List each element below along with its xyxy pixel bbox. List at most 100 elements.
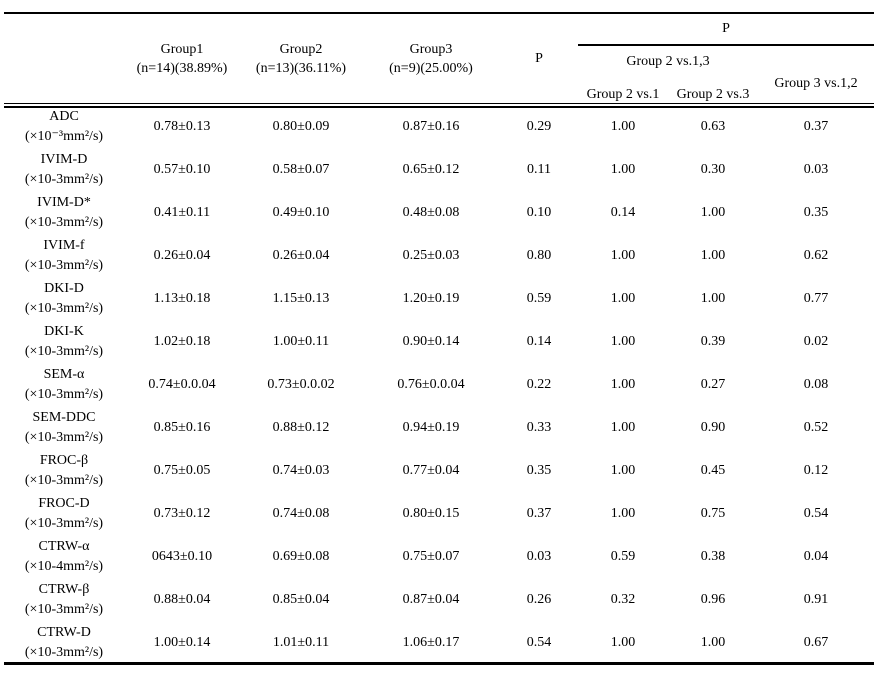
- parameter-unit: (×10-3mm²/s): [24, 171, 104, 187]
- group3-value: 0.65±0.12: [402, 162, 460, 177]
- parameter-cell: IVIM-f (×10-3mm²/s): [4, 234, 124, 277]
- group2-value: 0.85±0.04: [272, 592, 330, 607]
- p-group2-vs-3-value: 0.27: [700, 377, 726, 392]
- group1-value: 0.26±0.04: [153, 248, 211, 263]
- p-value: 0.22: [526, 377, 552, 392]
- parameter-name: DKI-D: [44, 280, 84, 296]
- group1-n-percent: (n=14)(38.89%): [136, 60, 228, 76]
- parameter-cell: CTRW-β (×10-3mm²/s): [4, 578, 124, 621]
- p-group2-vs-1-value: 1.00: [610, 506, 636, 521]
- group2-vs-13-header: Group 2 vs.1,3: [626, 53, 710, 69]
- p-value: 0.14: [526, 334, 552, 349]
- p-group3-vs-12-value: 0.02: [803, 334, 829, 349]
- table-bottom-rule: [4, 662, 874, 665]
- parameter-name: FROC-β: [39, 452, 89, 468]
- group1-value: 0.73±0.12: [153, 506, 211, 521]
- table-row: IVIM-D* (×10-3mm²/s) 0.41±0.11 0.49±0.10 0.4…: [4, 191, 874, 234]
- group2-value: 0.26±0.04: [272, 248, 330, 263]
- group3-value: 0.80±0.15: [402, 506, 460, 521]
- p-column-header: P: [535, 51, 543, 66]
- p-value: 0.54: [526, 635, 552, 650]
- p-group2-vs-3-value: 0.39: [700, 334, 726, 349]
- p-group2-vs-1-value: 1.00: [610, 119, 636, 134]
- group3-value: 0.77±0.04: [402, 463, 460, 478]
- group1-value: 1.13±0.18: [153, 291, 211, 306]
- table-row: CTRW-α (×10-4mm²/s) 0643±0.10 0.69±0.08 0.75…: [4, 535, 874, 578]
- header-row-middle: Group 2 vs.1,3 Group 3 vs.1,2: [4, 45, 874, 91]
- parameter-unit: (×10⁻³mm²/s): [24, 128, 104, 144]
- p-group2-vs-1-value: 1.00: [610, 463, 636, 478]
- p-group2-vs-3-value: 0.96: [700, 592, 726, 607]
- group2-n-percent: (n=13)(36.11%): [255, 60, 347, 76]
- p-group3-vs-12-value: 0.52: [803, 420, 829, 435]
- p-group3-vs-12-value: 0.35: [803, 205, 829, 220]
- group2-value: 0.74±0.08: [272, 506, 330, 521]
- header-separator-thin-rule: [4, 103, 874, 104]
- group3-name: Group3: [409, 41, 453, 57]
- p-value: 0.11: [527, 162, 551, 177]
- p-group3-vs-12-value: 0.03: [803, 162, 829, 177]
- group1-value: 0643±0.10: [151, 549, 213, 564]
- group1-value: 0.41±0.11: [153, 205, 211, 220]
- parameter-unit: (×10-3mm²/s): [24, 515, 104, 531]
- parameter-unit: (×10-3mm²/s): [24, 429, 104, 445]
- p-group3-vs-12-value: 0.37: [803, 119, 829, 134]
- group2-value: 0.80±0.09: [272, 119, 330, 134]
- group2-value: 0.58±0.07: [272, 162, 330, 177]
- parameter-name: CTRW-β: [38, 581, 90, 597]
- group3-value: 0.94±0.19: [402, 420, 460, 435]
- group2-value: 0.74±0.03: [272, 463, 330, 478]
- p-group2-vs-3-value: 1.00: [700, 635, 726, 650]
- parameter-unit: (×10-3mm²/s): [24, 644, 104, 660]
- table-row: CTRW-β (×10-3mm²/s) 0.88±0.04 0.85±0.04 0.87…: [4, 578, 874, 621]
- parameter-unit: (×10-3mm²/s): [24, 472, 104, 488]
- p-value: 0.10: [526, 205, 552, 220]
- group3-value: 0.87±0.16: [402, 119, 460, 134]
- parameter-cell: IVIM-D* (×10-3mm²/s): [4, 191, 124, 234]
- p-value: 0.29: [526, 119, 552, 134]
- group3-n-percent: (n=9)(25.00%): [389, 60, 473, 76]
- parameter-unit: (×10-3mm²/s): [24, 300, 104, 316]
- table-row: FROC-β (×10-3mm²/s) 0.75±0.05 0.74±0.03 0.77…: [4, 449, 874, 492]
- p-value: 0.37: [526, 506, 552, 521]
- parameter-name: IVIM-D: [40, 151, 88, 167]
- header-row-bottom: Group 2 vs.1 Group 2 vs.3: [4, 77, 874, 105]
- group2-column-header: Group2 (n=13)(36.11%): [240, 12, 362, 105]
- p-group2-vs-3-value: 0.90: [700, 420, 726, 435]
- p-group3-vs-12-value: 0.91: [803, 592, 829, 607]
- parameter-unit: (×10-3mm²/s): [24, 257, 104, 273]
- parameter-cell: IVIM-D (×10-3mm²/s): [4, 148, 124, 191]
- parameter-name: SEM-α: [43, 366, 85, 382]
- table-row: DKI-D (×10-3mm²/s) 1.13±0.18 1.15±0.13 1.20±…: [4, 277, 874, 320]
- parameter-name: IVIM-D*: [37, 194, 91, 210]
- table-row: FROC-D (×10-3mm²/s) 0.73±0.12 0.74±0.08 0.80…: [4, 492, 874, 535]
- p-group2-vs-1-value: 1.00: [610, 162, 636, 177]
- p-group2-vs-3-value: 0.63: [700, 119, 726, 134]
- table-body: ADC (×10⁻³mm²/s) 0.78±0.13 0.80±0.09 0.87±0.…: [4, 105, 874, 664]
- group1-column-header: Group1 (n=14)(38.89%): [124, 12, 240, 105]
- group2-value: 0.88±0.12: [272, 420, 330, 435]
- group3-value: 0.87±0.04: [402, 592, 460, 607]
- group1-value: 1.02±0.18: [153, 334, 211, 349]
- table-row: SEM-DDC (×10-3mm²/s) 0.85±0.16 0.88±0.12 0.9…: [4, 406, 874, 449]
- parameter-name: CTRW-α: [38, 538, 90, 554]
- parameter-unit: (×10-3mm²/s): [24, 386, 104, 402]
- group1-value: 0.75±0.05: [153, 463, 211, 478]
- parameter-cell: SEM-α (×10-3mm²/s): [4, 363, 124, 406]
- header-separator-thick-rule: [4, 106, 874, 108]
- parameter-name: CTRW-D: [37, 624, 91, 640]
- p-value: 0.26: [526, 592, 552, 607]
- group3-column-header: Group3 (n=9)(25.00%): [362, 12, 500, 105]
- table-top-rule: [4, 12, 874, 14]
- group2-vs-3-header: Group 2 vs.3: [676, 86, 750, 102]
- p-group2-vs-3-value: 1.00: [700, 248, 726, 263]
- parameter-name: DKI-K: [44, 323, 84, 339]
- p-value: 0.80: [526, 248, 552, 263]
- p-group3-vs-12-value: 0.12: [803, 463, 829, 478]
- parameter-unit: (×10-4mm²/s): [24, 558, 104, 574]
- table-header: Group1 (n=14)(38.89%) Group2 (n=13)(36.1…: [4, 12, 874, 105]
- p-value: 0.03: [526, 549, 552, 564]
- p-group2-vs-1-value: 0.14: [610, 205, 636, 220]
- group3-value: 1.20±0.19: [402, 291, 460, 306]
